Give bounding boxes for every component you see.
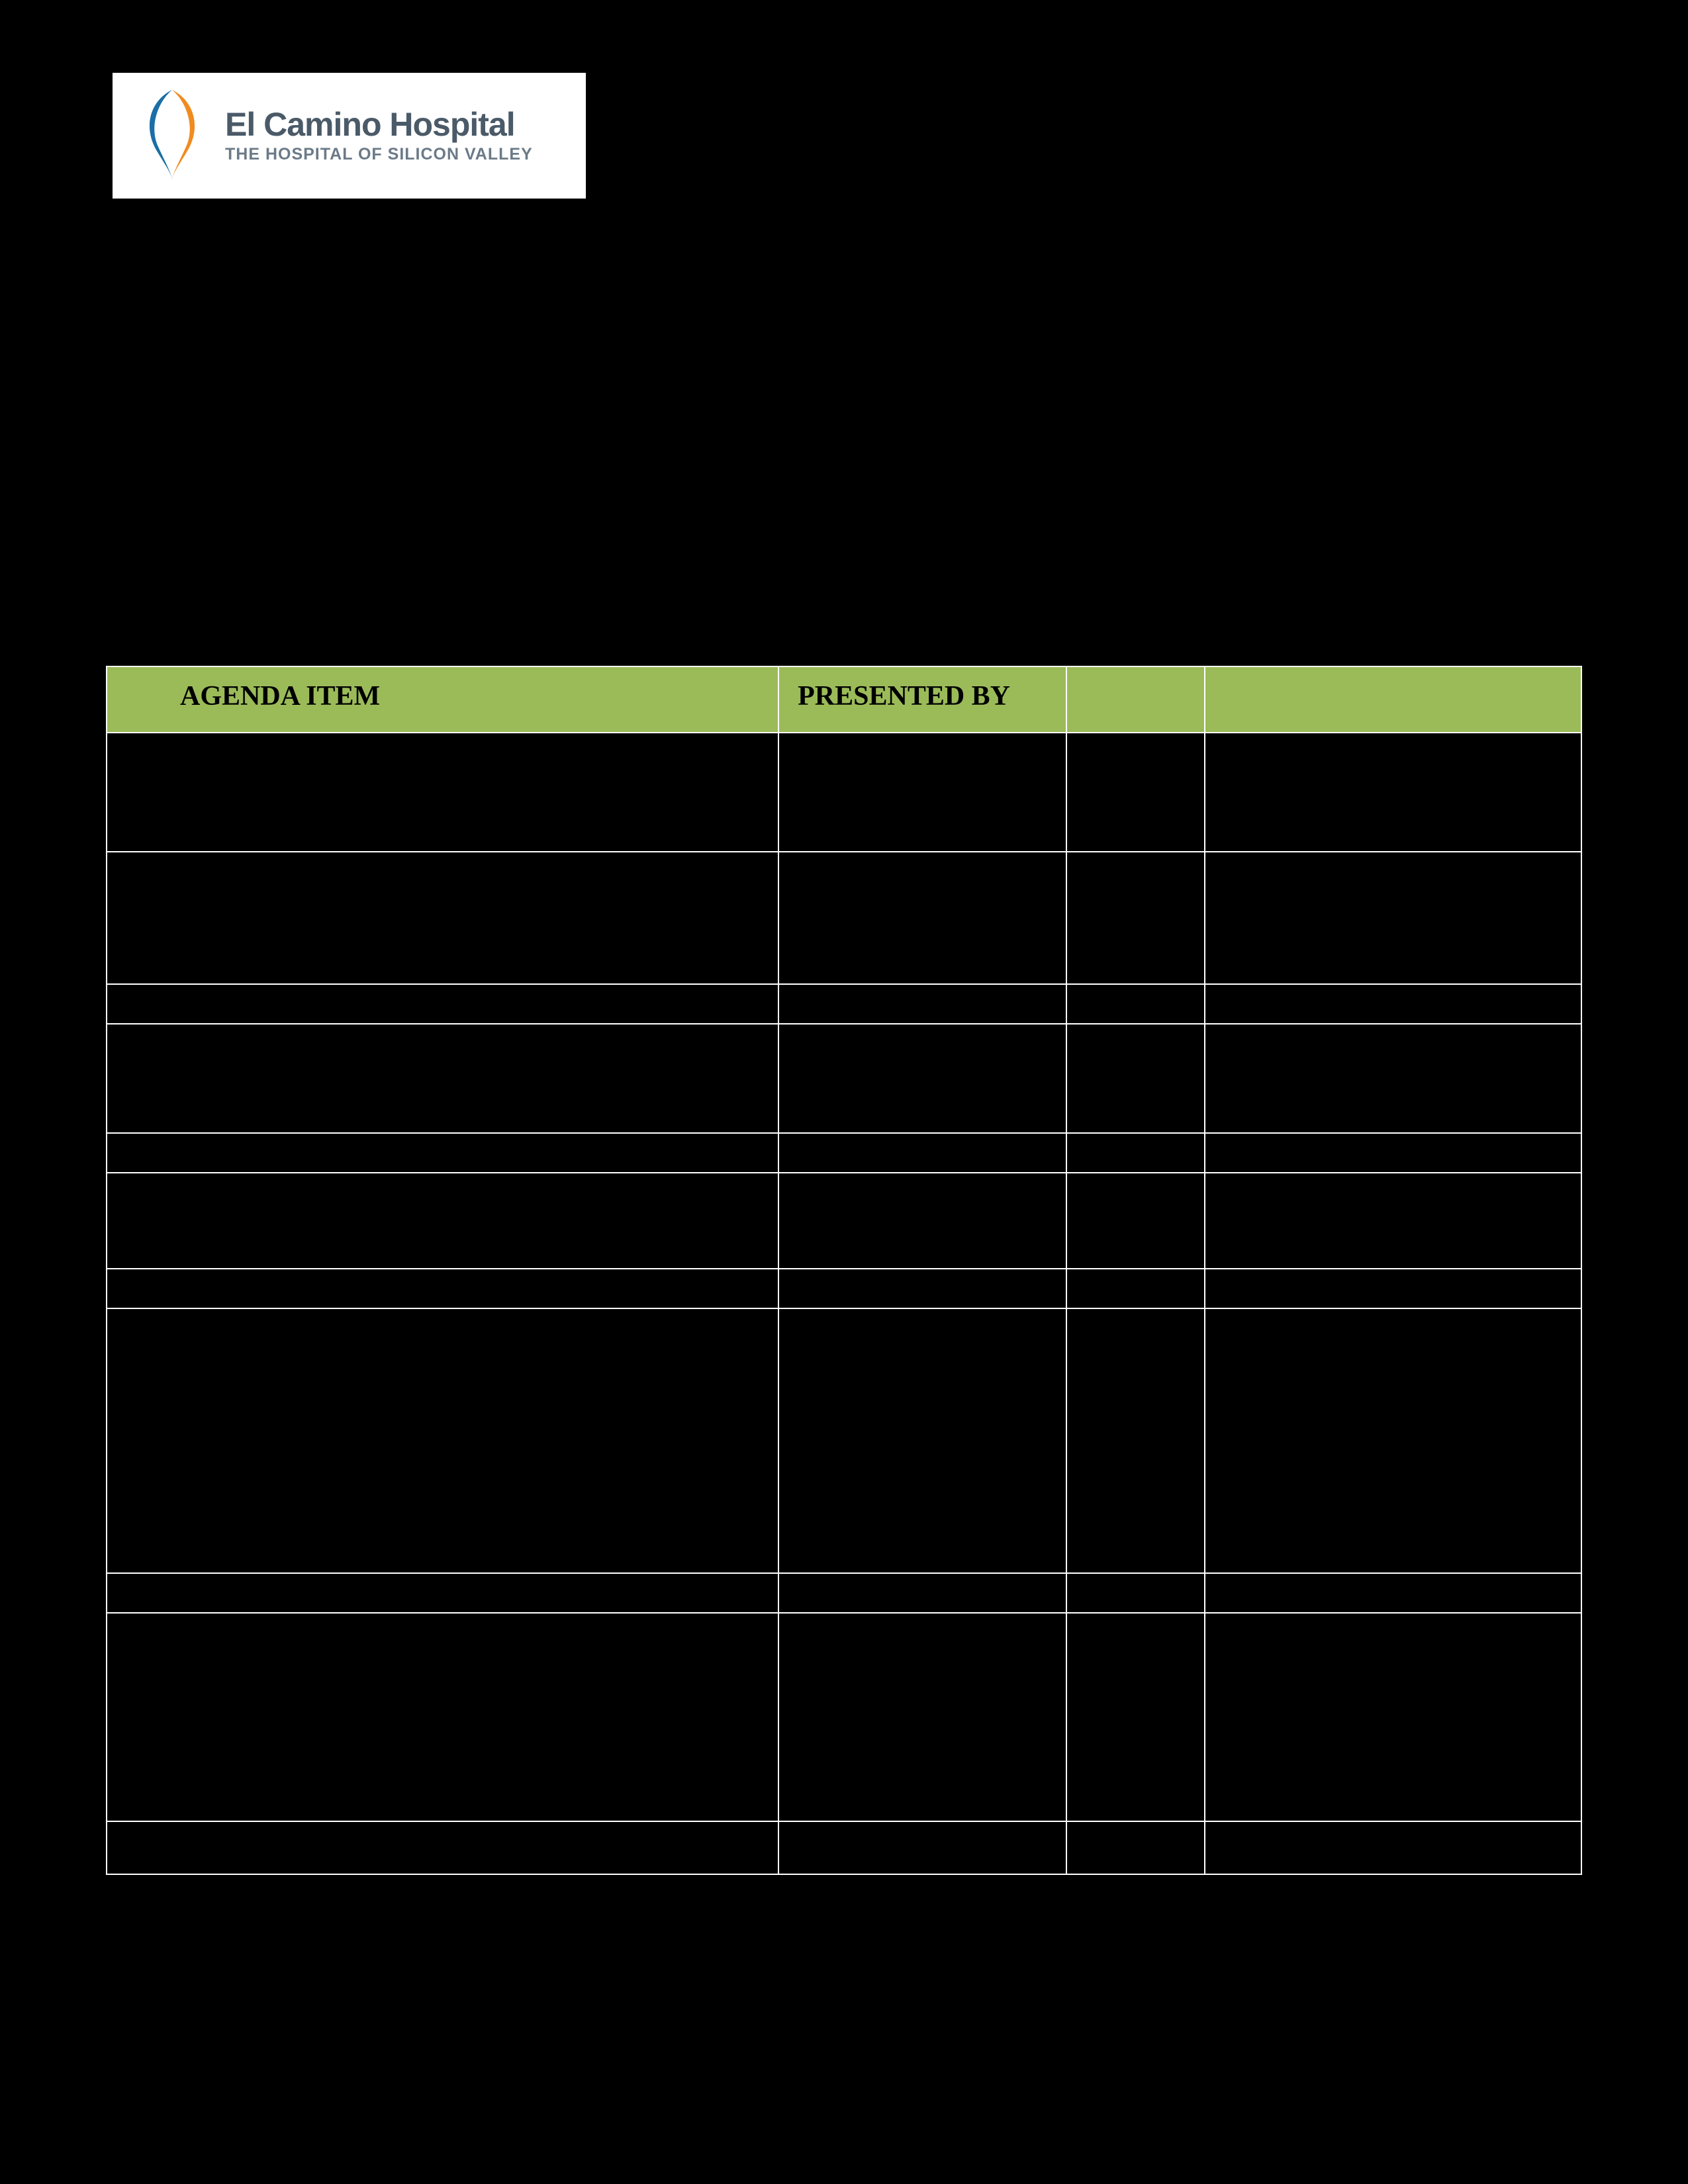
cell [1066, 733, 1205, 852]
cell [1066, 1613, 1205, 1821]
table-row [107, 984, 1581, 1024]
cell [107, 1133, 778, 1173]
cell [107, 1269, 778, 1308]
cell [778, 852, 1066, 984]
cell [1066, 1269, 1205, 1308]
cell [1205, 1133, 1581, 1173]
logo-mark-icon [132, 86, 212, 185]
col-header-agenda-item: AGENDA ITEM [107, 666, 778, 733]
table-row [107, 733, 1581, 852]
cell [778, 1024, 1066, 1133]
cell [1205, 852, 1581, 984]
cell [1205, 984, 1581, 1024]
cell [1205, 1269, 1581, 1308]
cell [778, 1573, 1066, 1613]
cell [778, 1821, 1066, 1874]
col-header-4 [1205, 666, 1581, 733]
cell [1066, 1308, 1205, 1573]
cell [1205, 1573, 1581, 1613]
logo-title: El Camino Hospital [225, 108, 533, 141]
hospital-logo: El Camino Hospital THE HOSPITAL OF SILIC… [113, 73, 586, 199]
cell [1205, 1613, 1581, 1821]
table-body [107, 733, 1581, 1874]
page-root: El Camino Hospital THE HOSPITAL OF SILIC… [0, 0, 1688, 2184]
cell [107, 852, 778, 984]
cell [107, 1173, 778, 1269]
cell [1066, 1821, 1205, 1874]
cell [1205, 1024, 1581, 1133]
agenda-table: AGENDA ITEM PRESENTED BY [106, 666, 1582, 1875]
cell [1205, 1308, 1581, 1573]
cell [1205, 733, 1581, 852]
cell [107, 1573, 778, 1613]
cell [778, 1613, 1066, 1821]
cell [1066, 852, 1205, 984]
table-row [107, 852, 1581, 984]
cell [1066, 1133, 1205, 1173]
cell [1066, 1024, 1205, 1133]
cell [107, 1613, 778, 1821]
cell [1066, 1573, 1205, 1613]
logo-tagline: THE HOSPITAL OF SILICON VALLEY [225, 145, 533, 164]
cell [778, 1133, 1066, 1173]
col-header-presented-by: PRESENTED BY [778, 666, 1066, 733]
table-row [107, 1573, 1581, 1613]
cell [1205, 1821, 1581, 1874]
table-row [107, 1269, 1581, 1308]
cell [107, 1024, 778, 1133]
cell [778, 1269, 1066, 1308]
table-row [107, 1024, 1581, 1133]
cell [778, 1308, 1066, 1573]
cell [1066, 1173, 1205, 1269]
table-header: AGENDA ITEM PRESENTED BY [107, 666, 1581, 733]
table-row [107, 1613, 1581, 1821]
cell [107, 1308, 778, 1573]
cell [107, 1821, 778, 1874]
cell [1066, 984, 1205, 1024]
cell [778, 984, 1066, 1024]
table-row [107, 1308, 1581, 1573]
cell [1205, 1173, 1581, 1269]
cell [778, 733, 1066, 852]
table-row [107, 1133, 1581, 1173]
cell [107, 984, 778, 1024]
cell [778, 1173, 1066, 1269]
col-header-3 [1066, 666, 1205, 733]
cell [107, 733, 778, 852]
table-row [107, 1821, 1581, 1874]
logo-text: El Camino Hospital THE HOSPITAL OF SILIC… [225, 108, 533, 164]
table-row [107, 1173, 1581, 1269]
